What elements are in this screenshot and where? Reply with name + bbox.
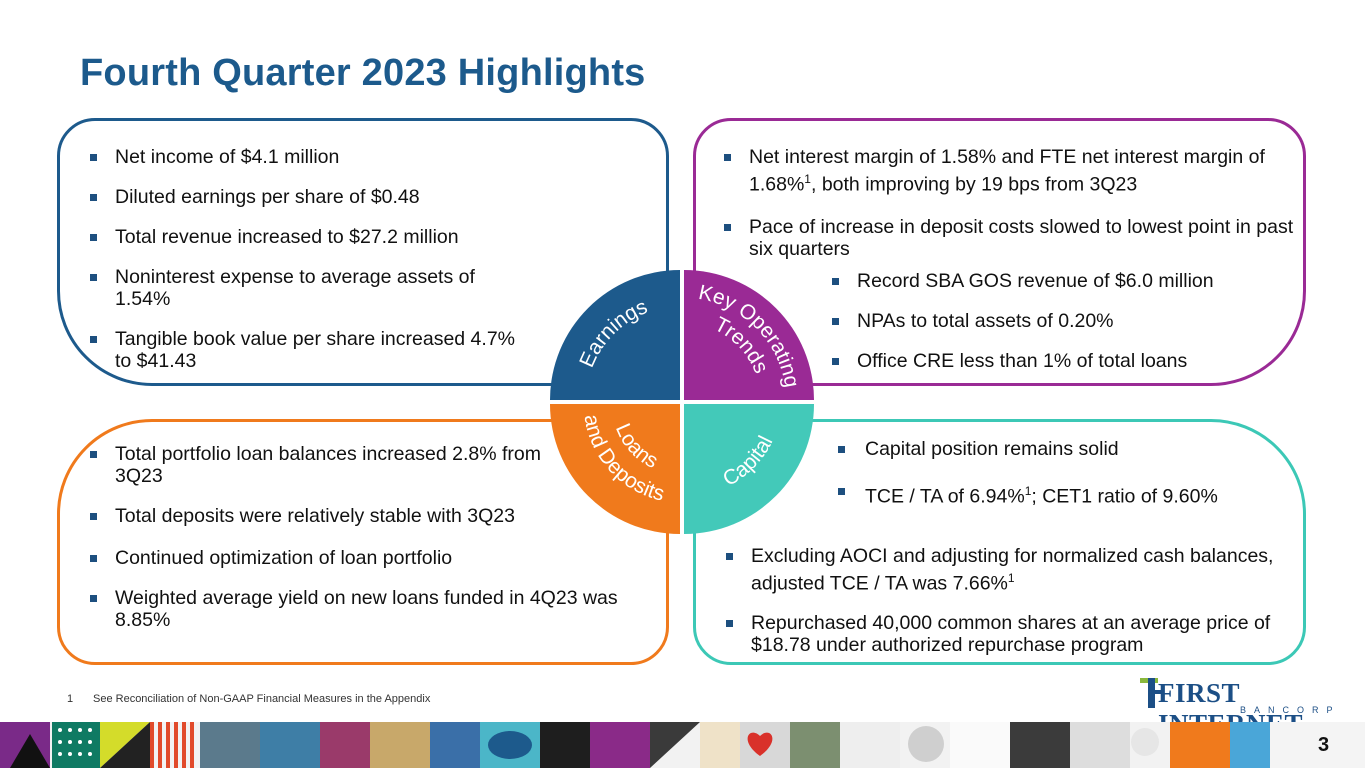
earnings-list: Net income of $4.1 million Diluted earni… [90,146,530,372]
logo-mark-icon [1140,678,1162,708]
trends-quadrant [684,270,814,400]
list-item: NPAs to total assets of 0.20% [832,310,1282,332]
trends-list: Net interest margin of 1.58% and FTE net… [724,146,1294,260]
decorative-image-strip [0,722,1365,768]
list-item: Total revenue increased to $27.2 million [90,226,530,248]
list-item: Excluding AOCI and adjusting for normali… [726,545,1301,595]
page-number: 3 [1318,734,1330,756]
list-item: Continued optimization of loan portfolio [90,547,550,569]
loans-panel [57,419,669,665]
loans-quadrant [550,404,680,534]
capital-list-2: Excluding AOCI and adjusting for normali… [726,545,1301,656]
capital-quadrant [684,404,814,534]
list-item: Total deposits were relatively stable wi… [90,505,550,527]
capital-panel [693,419,1306,665]
trends-panel [693,118,1306,386]
capital-list: Capital position remains solid TCE / TA … [838,438,1288,508]
list-item: Record SBA GOS revenue of $6.0 million [832,270,1282,292]
loans-list: Total portfolio loan balances increased … [90,443,618,631]
earnings-quadrant [550,270,680,400]
footnote: 1 See Reconciliation of Non-GAAP Financia… [67,693,431,705]
list-item: Capital position remains solid [838,438,1288,460]
list-item: Diluted earnings per share of $0.48 [90,186,530,208]
page-title: Fourth Quarter 2023 Highlights [80,52,646,94]
list-item: TCE / TA of 6.94%1; CET1 ratio of 9.60% [838,480,1288,508]
list-item: Weighted average yield on new loans fund… [90,587,635,631]
list-item: Net income of $4.1 million [90,146,530,168]
list-item: Repurchased 40,000 common shares at an a… [726,612,1301,656]
trends-list-2: Record SBA GOS revenue of $6.0 million N… [832,270,1282,372]
quadrant-wheel: Earnings Key Operating Trends Loans and … [550,270,814,534]
list-item: Noninterest expense to average assets of… [90,266,530,310]
list-item: Total portfolio loan balances increased … [90,443,550,487]
list-item: Tangible book value per share increased … [90,328,530,372]
list-item: Pace of increase in deposit costs slowed… [724,216,1294,260]
list-item: Office CRE less than 1% of total loans [832,350,1282,372]
earnings-panel [57,118,669,386]
list-item: Net interest margin of 1.58% and FTE net… [724,146,1294,196]
company-logo: FIRST INTERNET BANCORP [1140,676,1350,739]
